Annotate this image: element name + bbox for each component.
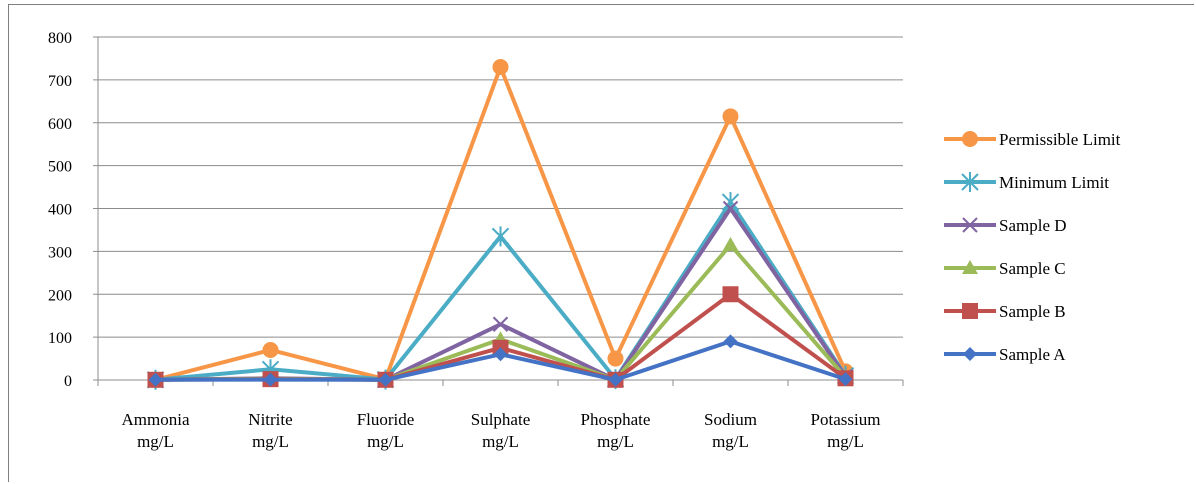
y-tick-label: 200 [48,287,72,304]
data-point [608,372,623,387]
legend-marker [962,303,978,319]
legend-label: Sample C [999,259,1066,278]
legend-marker [961,172,979,192]
series-layer [146,59,855,390]
data-point [838,372,853,387]
legend-item-sample-c: Sample C [944,259,1066,278]
legend-marker [962,217,978,233]
data-point [722,236,739,251]
legend-item-minimum-limit: Minimum Limit [944,172,1109,192]
legend-item-permissible-limit: Permissible Limit [944,130,1121,149]
legend-marker [962,131,978,147]
legend-label: Sample D [999,216,1067,235]
legend-label: Minimum Limit [999,173,1109,192]
y-tick-label: 100 [48,330,72,347]
x-tick-label: Fluoride mg/L [357,410,415,451]
data-point [262,341,279,358]
data-point [607,350,624,367]
data-point [492,59,509,76]
legend-marker [962,260,978,274]
legend-item-sample-a: Sample A [944,345,1066,364]
y-tick-label: 400 [48,202,72,219]
legend-marker [963,347,977,361]
y-tick-label: 600 [48,116,72,133]
data-point [148,372,163,387]
data-point [493,347,508,362]
data-point [263,372,278,387]
series-sample-c [147,236,854,386]
y-tick-label: 800 [48,30,72,47]
gridlines [98,36,903,338]
y-tick-label: 700 [48,73,72,90]
x-axis-ticks: Ammonia mg/L Nitrite mg/L Fluoride mg/L Sulpha… [97,380,904,451]
series-sample-a [148,334,853,387]
x-tick-label: Phosphate mg/L [581,410,651,451]
legend-label: Sample A [999,345,1066,364]
y-tick-label: 500 [48,159,72,176]
legend-item-sample-b: Sample B [944,302,1066,321]
y-axis-ticks: 0 100 200 300 400 500 600 700 800 [48,30,98,390]
data-point [722,286,739,303]
x-tick-label: Ammonia mg/L [122,410,190,451]
data-point [492,316,509,332]
x-tick-label: Sodium mg/L [704,410,757,451]
x-tick-label: Potassium mg/L [811,410,881,451]
data-point [723,334,738,349]
data-point [491,226,510,247]
data-point [722,200,739,217]
data-point [378,372,393,387]
chart-frame [8,4,1194,482]
legend: Permissible Limit Minimum Limit Sample D Sa… [944,130,1121,364]
y-tick-label: 300 [48,244,72,261]
legend-label: Permissible Limit [999,130,1121,149]
data-point [722,108,739,125]
legend-item-sample-d: Sample D [944,216,1067,235]
x-tick-label: Sulphate mg/L [471,410,531,451]
x-tick-label: Nitrite mg/L [248,410,292,451]
y-tick-label: 0 [64,373,72,390]
legend-label: Sample B [999,302,1066,321]
